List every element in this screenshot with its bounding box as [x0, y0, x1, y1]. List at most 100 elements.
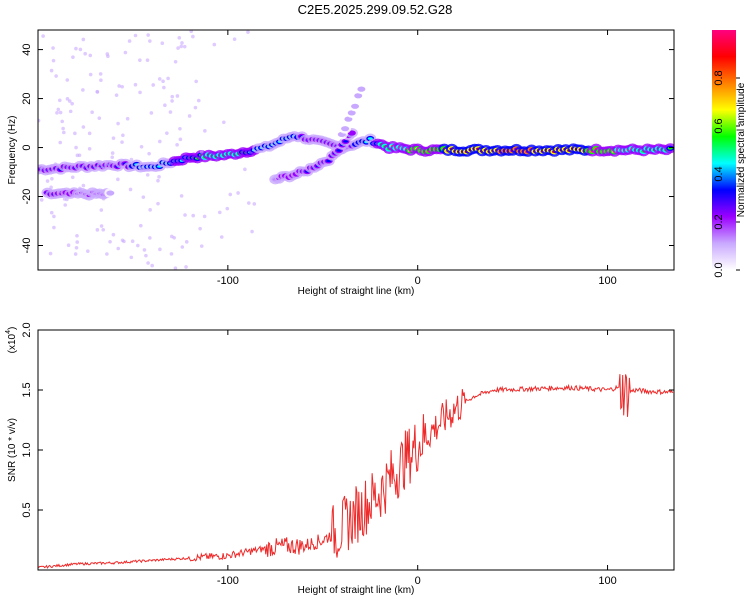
noise-speck — [65, 97, 70, 101]
noise-speck — [45, 179, 50, 183]
noise-speck — [203, 129, 207, 133]
noise-speck — [95, 89, 100, 94]
y-tick-label: 2.0 — [21, 322, 33, 337]
spectrogram-core — [342, 127, 348, 130]
noise-speck — [196, 98, 201, 103]
noise-speck — [219, 235, 224, 239]
snr-scale-label: (x104) — [5, 327, 18, 354]
noise-speck — [87, 146, 92, 151]
noise-speck — [179, 44, 184, 49]
spectrogram-marks — [38, 30, 674, 270]
noise-speck — [62, 197, 67, 201]
trace-upper — [335, 84, 368, 140]
snr-x-label: Height of straight line (km) — [298, 585, 415, 596]
spectrogram-core — [343, 140, 349, 143]
spectrogram-core — [352, 105, 358, 108]
noise-speck — [56, 107, 61, 112]
noise-speck — [149, 111, 154, 115]
noise-speck — [95, 228, 100, 232]
noise-speck — [68, 109, 73, 114]
noise-speck — [166, 76, 170, 81]
noise-speck — [142, 248, 147, 252]
noise-speck — [150, 263, 154, 268]
colorbar-tick-label: 0.4 — [713, 166, 725, 181]
noise-speck — [129, 157, 134, 162]
noise-speck — [177, 36, 182, 40]
noise-speck — [116, 177, 120, 182]
snr-scale-base: (x10 — [7, 333, 18, 353]
snr-series-line — [38, 374, 674, 569]
x-tick-label: 100 — [598, 575, 616, 587]
noise-speck — [160, 41, 165, 46]
noise-speck — [81, 125, 86, 129]
noise-speck — [38, 118, 41, 123]
noise-speck — [117, 84, 121, 88]
noise-speck — [232, 37, 237, 42]
colorbar-tick-label: 0.2 — [713, 214, 725, 229]
y-tick-label: 0.5 — [21, 502, 33, 517]
noise-speck — [252, 202, 257, 206]
spectrogram-core — [358, 87, 364, 91]
noise-speck — [156, 178, 160, 183]
colorbar-label: Normalized spectral amplitude — [736, 82, 747, 217]
noise-speck — [111, 232, 116, 237]
noise-speck — [78, 47, 83, 52]
noise-speck — [158, 247, 162, 252]
noise-speck — [125, 116, 130, 121]
noise-speck — [173, 266, 178, 270]
noise-speck — [138, 90, 142, 95]
noise-speck — [139, 144, 144, 149]
noise-speck — [157, 77, 162, 81]
colorbar-tick-label: 0.6 — [713, 118, 725, 133]
noise-speck — [98, 72, 103, 76]
noise-speck — [54, 74, 58, 78]
x-tick-label: 0 — [415, 275, 421, 287]
y-tick-label: 40 — [21, 43, 33, 55]
noise-speck — [133, 82, 138, 87]
noise-speck — [38, 165, 43, 169]
noise-speck — [217, 210, 222, 215]
noise-speck — [110, 151, 115, 155]
noise-speck — [180, 41, 184, 45]
noise-speck — [73, 131, 77, 136]
noise-speck — [88, 53, 93, 58]
spectrogram-core — [349, 131, 355, 135]
colorbar: 0.0 0.2 0.4 0.6 0.8 Normalized spectral ampl… — [712, 30, 747, 278]
colorbar-tick-label: 0.0 — [713, 262, 725, 277]
noise-speck — [81, 88, 85, 92]
noise-speck — [74, 245, 79, 250]
noise-speck — [101, 196, 106, 201]
spectrogram-noise — [38, 30, 275, 270]
noise-speck — [81, 37, 86, 42]
noise-speck — [170, 94, 175, 99]
colorbar-gradient — [712, 30, 736, 270]
noise-speck — [97, 116, 102, 120]
x-tick-label: 100 — [598, 275, 616, 287]
noise-speck — [158, 139, 162, 144]
noise-speck — [187, 114, 192, 118]
spectrogram-core — [355, 94, 361, 98]
noise-speck — [66, 243, 71, 248]
noise-speck — [70, 101, 74, 106]
noise-speck — [228, 192, 233, 197]
noise-speck — [246, 30, 250, 34]
x-tick-label: -100 — [217, 575, 239, 587]
noise-speck — [156, 201, 160, 206]
spectrogram-panel: -100 0 100 -40 -20 0 20 40 Height of straight … — [7, 29, 675, 297]
noise-speck — [88, 72, 93, 77]
spectrogram-y-label: Frequency (Hz) — [7, 116, 18, 185]
noise-speck — [222, 120, 226, 125]
noise-speck — [97, 166, 102, 171]
noise-speck — [87, 131, 92, 136]
spectrogram-y-ticks: -40 -20 0 20 40 — [21, 43, 674, 253]
noise-speck — [139, 223, 143, 228]
noise-speck — [148, 39, 152, 43]
noise-speck — [184, 240, 189, 244]
noise-speck — [60, 119, 64, 124]
y-tick-label: -40 — [21, 238, 33, 254]
trace-rising — [269, 128, 358, 185]
noise-speck — [175, 94, 180, 98]
noise-speck — [243, 167, 247, 172]
noise-speck — [75, 240, 80, 244]
